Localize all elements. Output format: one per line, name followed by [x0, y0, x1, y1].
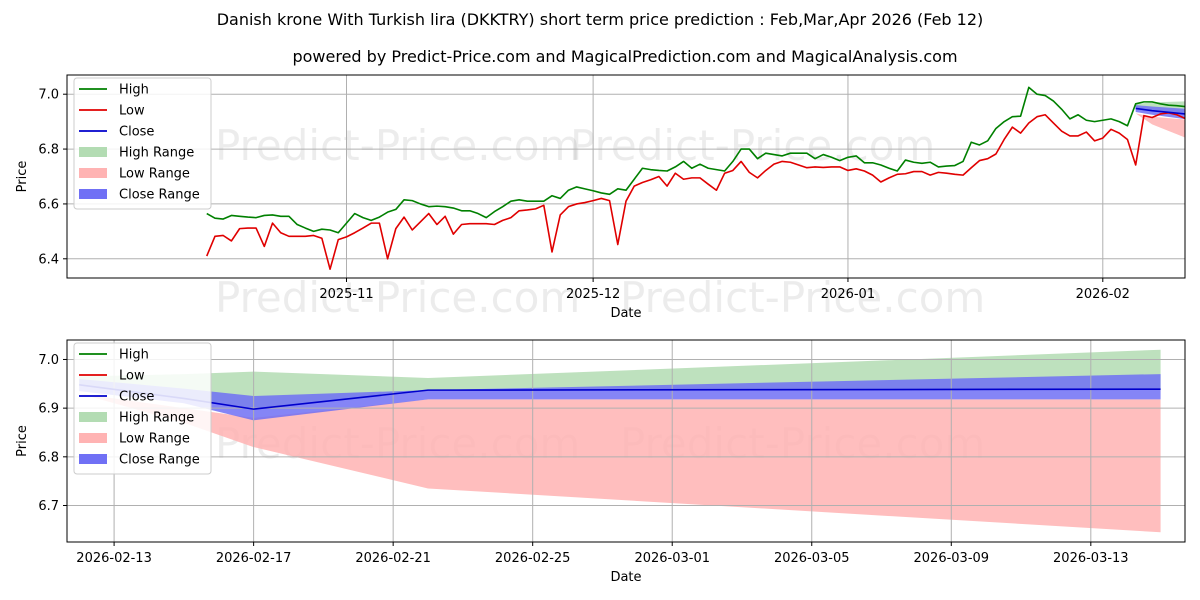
- grid: 2026-02-13 2026-02-17 2026-02-21 2026-02-25…: [38, 340, 1185, 566]
- legend-low-range-swatch: [79, 433, 107, 443]
- x-tick-label: 2026-02-17: [216, 551, 292, 566]
- axes-frame: [66, 74, 1186, 279]
- legend-high-label: High: [119, 348, 149, 363]
- y-axis-label: Price: [15, 425, 30, 457]
- low-range-band: [1135, 113, 1185, 138]
- axes-frame: [66, 339, 1186, 543]
- x-tick-label: 2026-03-13: [1053, 551, 1129, 566]
- top-panel: Predict-Price.comPredict-Price.comPredic…: [15, 74, 1186, 322]
- legend: High Low Close High Range Low Range Close Ran…: [73, 342, 212, 475]
- x-tick-label: 2026-02-25: [495, 551, 571, 566]
- legend-high-range-label: High Range: [119, 411, 194, 426]
- x-tick-label: 2026-03-01: [634, 551, 710, 566]
- legend-close-range-swatch: [79, 189, 107, 199]
- watermark: Predict-Price.com: [570, 121, 935, 170]
- watermark: Predict-Price.com: [215, 273, 580, 322]
- y-tick-label: 6.8: [38, 450, 59, 465]
- legend-high-range-swatch: [79, 412, 107, 422]
- legend-high-range-label: High Range: [119, 146, 194, 161]
- legend: High Low Close High Range Low Range Close Ran…: [73, 77, 212, 210]
- y-tick-label: 6.9: [38, 402, 59, 417]
- x-tick-label: 2025-12: [566, 287, 620, 302]
- x-tick-label: 2026-03-09: [914, 551, 990, 566]
- x-tick-label: 2026-02: [1076, 287, 1130, 302]
- x-tick-label: 2025-11: [319, 287, 373, 302]
- x-tick-label: 2026-01: [821, 287, 875, 302]
- legend-close-range-swatch: [79, 454, 107, 464]
- chart-title: Danish krone With Turkish lira (DKKTRY) …: [217, 10, 984, 29]
- series-lines: [206, 86, 1185, 271]
- range-bands: [1135, 101, 1185, 138]
- legend-close-label: Close: [119, 125, 154, 140]
- y-tick-label: 6.8: [38, 143, 59, 158]
- legend-low-range-label: Low Range: [119, 432, 190, 447]
- legend-box: [73, 77, 212, 210]
- y-tick-label: 7.0: [38, 88, 59, 103]
- x-axis-label: Date: [610, 306, 641, 321]
- y-tick-label: 6.4: [38, 252, 59, 267]
- low-line: [206, 112, 1185, 271]
- range-bands: [79, 349, 1161, 533]
- close-range-band: [79, 374, 1161, 421]
- y-tick-label: 6.6: [38, 197, 59, 212]
- y-axis-label: Price: [15, 161, 30, 193]
- y-tick-label: 6.7: [38, 499, 59, 514]
- legend-low-range-swatch: [79, 168, 107, 178]
- legend-high-label: High: [119, 83, 149, 98]
- x-axis-label: Date: [610, 570, 641, 585]
- bottom-panel: Predict-Price.comPredict-Price.com2026-0…: [15, 339, 1186, 585]
- legend-box: [73, 342, 212, 475]
- plot-area: [67, 75, 1185, 278]
- legend-close-range-label: Close Range: [119, 188, 200, 203]
- watermark: Predict-Price.com: [620, 273, 985, 322]
- low-range-band: [79, 393, 1161, 533]
- legend-low-label: Low: [119, 369, 145, 384]
- watermark: Predict-Price.com: [215, 121, 580, 170]
- y-tick-label: 7.0: [38, 353, 59, 368]
- x-tick-label: 2026-03-05: [774, 551, 850, 566]
- legend-close-range-label: Close Range: [119, 453, 200, 468]
- legend-close-label: Close: [119, 390, 154, 405]
- high-line: [206, 86, 1185, 234]
- chart-subtitle: powered by Predict-Price.com and Magical…: [292, 47, 957, 66]
- legend-low-range-label: Low Range: [119, 167, 190, 182]
- legend-high-range-swatch: [79, 147, 107, 157]
- x-tick-label: 2026-02-21: [355, 551, 431, 566]
- close-line: [1135, 107, 1185, 115]
- legend-low-label: Low: [119, 104, 145, 119]
- x-tick-label: 2026-02-13: [76, 551, 152, 566]
